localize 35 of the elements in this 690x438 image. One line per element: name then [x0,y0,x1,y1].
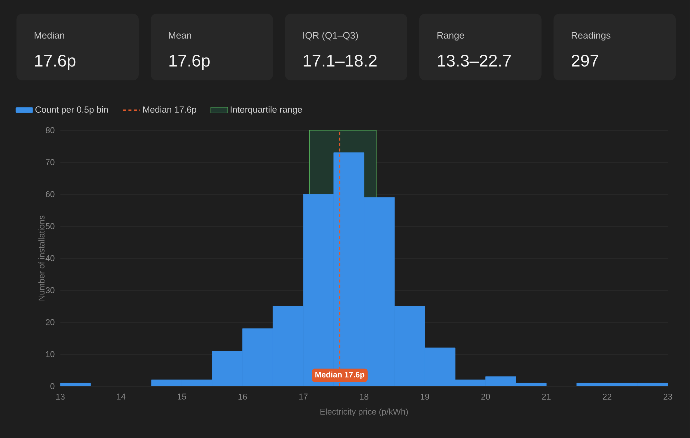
x-tick-label: 18 [360,394,369,400]
text: 17.6p [35,54,76,70]
x-tick-label: 23 [664,394,672,400]
text: Readings [572,32,611,41]
text: 297 [572,54,598,67]
x-tick-label: 15 [178,394,186,400]
y-tick-label: 30 [46,287,55,294]
text: 17.1–18.2 [304,54,377,67]
text: Median 17.6p [143,106,196,115]
text: 13.3–22.7 [438,54,512,67]
y-tick-label: 0 [50,383,55,390]
y-tick-label: 50 [46,223,55,230]
y-axis-title: Number of installations [38,216,45,301]
text: IQR (Q1–Q3) [304,32,358,41]
y-tick-label: 70 [46,159,55,166]
x-tick-label: 20 [482,394,490,400]
text: 17.6p [170,54,210,70]
x-tick-label: 13 [56,394,65,400]
legend-label: Interquartile range [230,106,302,115]
x-tick-label: 14 [117,394,126,400]
text: Median [34,32,64,39]
text: Range [438,32,464,41]
x-tick-label: 21 [542,394,551,400]
x-tick-label: 22 [603,394,612,400]
y-tick-label: 40 [46,255,55,262]
y-tick-label: 10 [46,351,55,358]
y-tick-label: 20 [46,319,55,326]
y-tick-label: 60 [46,191,55,198]
text: Mean [169,32,192,39]
legend-label: Count per 0.5p bin [36,106,108,115]
x-tick-label: 16 [238,394,248,400]
x-tick-label: 17 [300,394,308,400]
y-tick-label: 80 [46,127,55,134]
x-axis-title: Electricity price (p/kWh) [320,408,408,416]
x-tick-label: 19 [421,394,430,400]
